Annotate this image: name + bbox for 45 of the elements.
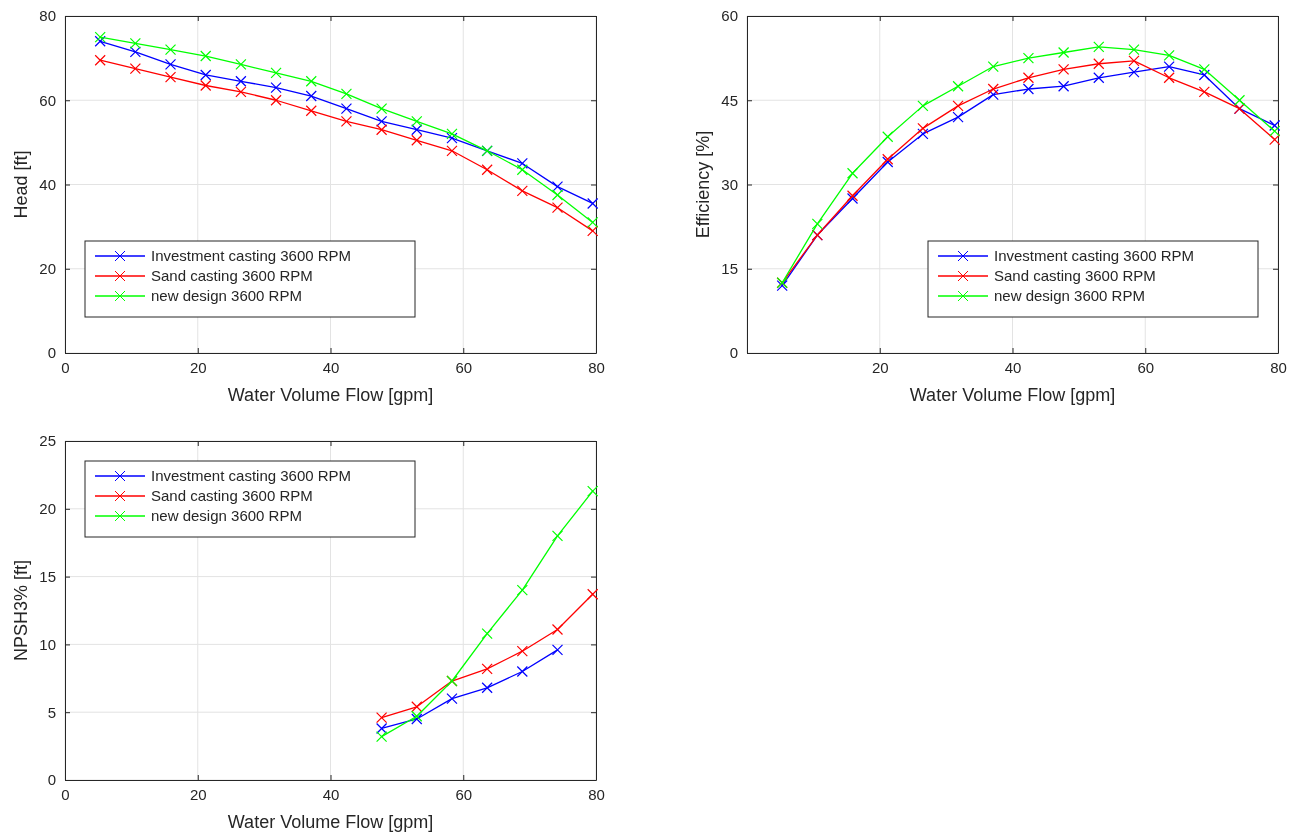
y-tick-label: 5 [47, 703, 56, 721]
y-tick-label: 0 [47, 771, 56, 789]
legend-label: Sand casting 3600 RPM [994, 267, 1156, 284]
x-axis-title: Water Volume Flow [gpm] [227, 385, 434, 405]
x-axis-title: Water Volume Flow [gpm] [227, 812, 434, 832]
x-tick-label: 0 [61, 785, 70, 803]
legend-label: Investment casting 3600 RPM [994, 247, 1195, 264]
y-tick-label: 60 [721, 7, 738, 25]
y-tick-label: 0 [729, 344, 738, 362]
x-tick-label: 20 [189, 785, 207, 803]
y-tick-label: 25 [39, 432, 56, 450]
legend-label: Investment casting 3600 RPM [151, 247, 352, 264]
x-tick-label: 60 [1137, 358, 1155, 376]
x-tick-label: 40 [1004, 358, 1022, 376]
x-tick-label: 60 [455, 785, 473, 803]
x-tick-label: 80 [588, 358, 605, 376]
y-axis-title: Head [ft] [11, 150, 31, 219]
legend-label: Sand casting 3600 RPM [151, 487, 313, 504]
y-tick-label: 10 [39, 635, 56, 653]
y-tick-label: 0 [47, 344, 56, 362]
x-tick-label: 40 [322, 785, 340, 803]
legend-label: new design 3600 RPM [151, 507, 302, 524]
legend-label: Sand casting 3600 RPM [151, 267, 313, 284]
y-tick-label: 80 [39, 7, 56, 25]
x-tick-label: 40 [322, 358, 340, 376]
y-axis-title: NPSH3% [ft] [11, 559, 31, 662]
x-tick-label: 20 [189, 358, 207, 376]
y-axis-title: Efficiency [%] [693, 130, 713, 239]
y-tick-label: 45 [721, 91, 738, 109]
y-tick-label: 20 [39, 500, 56, 518]
x-axis-title: Water Volume Flow [gpm] [909, 385, 1116, 405]
x-tick-label: 80 [1270, 358, 1287, 376]
y-tick-label: 15 [721, 260, 738, 278]
y-tick-label: 40 [39, 175, 56, 193]
x-tick-label: 80 [588, 785, 605, 803]
y-tick-label: 60 [39, 91, 56, 109]
y-tick-label: 30 [721, 175, 738, 193]
legend-label: new design 3600 RPM [151, 287, 302, 304]
x-tick-label: 0 [61, 358, 70, 376]
x-tick-label: 20 [871, 358, 889, 376]
x-tick-label: 60 [455, 358, 473, 376]
legend-label: new design 3600 RPM [994, 287, 1145, 304]
legend-label: Investment casting 3600 RPM [151, 467, 352, 484]
y-tick-label: 15 [39, 567, 56, 585]
y-tick-label: 20 [39, 260, 56, 278]
